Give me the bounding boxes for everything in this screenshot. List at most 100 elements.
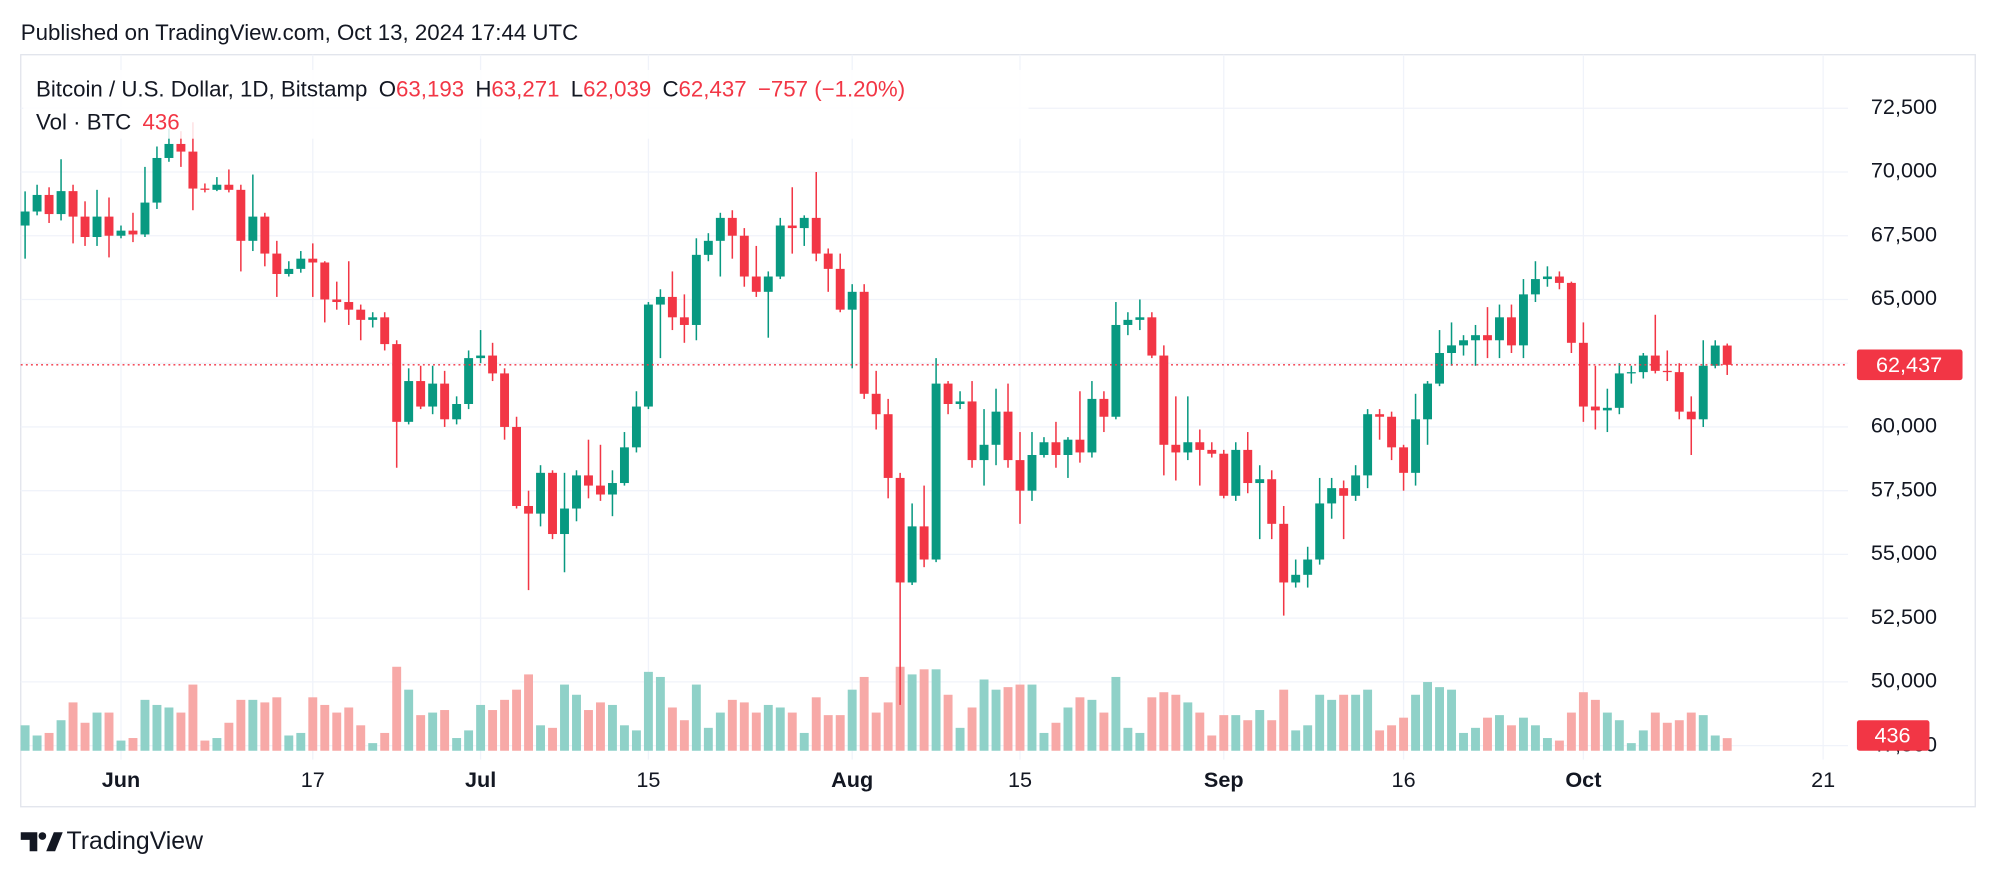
legend-key: L bbox=[571, 76, 583, 101]
candle-body bbox=[452, 404, 462, 420]
volume-bar bbox=[476, 704, 486, 751]
volume-bar bbox=[1063, 707, 1073, 751]
volume-bar bbox=[1542, 738, 1552, 751]
volume-bar bbox=[679, 720, 689, 751]
legend-value: 62,039 bbox=[583, 76, 651, 101]
candle-body bbox=[667, 296, 677, 318]
legend-value: 63,193 bbox=[396, 76, 464, 101]
volume-bar bbox=[212, 738, 222, 751]
volume-bar bbox=[104, 712, 114, 751]
candle-body bbox=[1315, 503, 1325, 560]
volume-bar bbox=[1638, 730, 1648, 751]
volume-bar bbox=[200, 740, 210, 751]
volume-bar bbox=[1363, 689, 1373, 751]
volume-bar bbox=[607, 704, 617, 751]
candle-body bbox=[80, 216, 90, 238]
volume-bar bbox=[1315, 694, 1325, 751]
candle-body bbox=[787, 225, 797, 229]
candle-body bbox=[416, 381, 426, 407]
volume-bar bbox=[1483, 717, 1492, 751]
volume-bar bbox=[1626, 743, 1636, 751]
tradingview-logo bbox=[20, 832, 63, 852]
y-tick-label: 52,500 bbox=[1871, 604, 1937, 629]
volume-bar bbox=[560, 684, 569, 751]
volume-pane bbox=[20, 666, 1732, 751]
volume-bar bbox=[1375, 730, 1385, 751]
candle-body bbox=[596, 485, 605, 495]
volume-bar bbox=[32, 735, 42, 751]
volume-bar bbox=[44, 732, 54, 751]
volume-bar bbox=[1530, 725, 1540, 751]
candle-body bbox=[859, 291, 869, 394]
volume-bar bbox=[224, 722, 234, 751]
legend-value: 62,437 bbox=[679, 76, 747, 101]
volume-bar bbox=[1722, 738, 1732, 751]
candle-body bbox=[1495, 317, 1504, 341]
candle-body bbox=[1614, 373, 1624, 408]
candle-body bbox=[176, 143, 186, 152]
volume-bar bbox=[1279, 689, 1289, 751]
candle-body bbox=[1123, 319, 1133, 325]
candle-body bbox=[1171, 444, 1181, 453]
volume-bar bbox=[452, 738, 462, 751]
candle-body bbox=[1291, 574, 1301, 583]
candle-body bbox=[56, 191, 66, 215]
candle-body bbox=[140, 202, 150, 235]
volume-bar bbox=[488, 710, 498, 751]
volume-bar bbox=[1015, 684, 1025, 751]
candle-body bbox=[1686, 411, 1696, 420]
candle-body bbox=[1267, 479, 1277, 524]
price-badge-label: 62,437 bbox=[1876, 352, 1942, 377]
volume-bar bbox=[1566, 712, 1576, 751]
volume-bar bbox=[979, 679, 989, 751]
volume-bar bbox=[1219, 715, 1229, 751]
volume-bar bbox=[1099, 712, 1109, 751]
volume-bar bbox=[1507, 725, 1516, 751]
volume-bar bbox=[68, 702, 78, 751]
candle-body bbox=[763, 276, 773, 292]
candle-body bbox=[284, 268, 294, 274]
volume-bar bbox=[1075, 697, 1085, 751]
candle-body bbox=[943, 383, 953, 405]
candle-body bbox=[20, 211, 30, 226]
volume-bar bbox=[392, 666, 402, 751]
candle-body bbox=[152, 157, 162, 203]
volume-bar bbox=[727, 699, 737, 751]
volume-bar bbox=[1135, 732, 1145, 751]
volume-bar bbox=[1459, 732, 1468, 751]
volume-bar bbox=[584, 710, 593, 751]
volume-bar bbox=[320, 704, 330, 751]
candle-body bbox=[895, 477, 905, 583]
candle-body bbox=[1051, 442, 1061, 455]
volume-bar bbox=[176, 712, 186, 751]
volume-bar bbox=[763, 704, 773, 751]
volume-bar bbox=[92, 712, 102, 751]
candle-body bbox=[356, 309, 366, 320]
candle-body bbox=[584, 475, 593, 486]
candle-body bbox=[1459, 340, 1468, 346]
candle-body bbox=[751, 276, 761, 292]
candle-body bbox=[1327, 488, 1337, 504]
volume-bar bbox=[236, 699, 246, 751]
candle-body bbox=[967, 401, 977, 461]
volume-bar bbox=[691, 684, 701, 751]
candle-body bbox=[1423, 383, 1433, 420]
candle-body bbox=[536, 472, 545, 514]
candle-body bbox=[128, 230, 138, 235]
volume-bar bbox=[619, 725, 629, 751]
volume-bar bbox=[847, 689, 857, 751]
candle-body bbox=[883, 414, 893, 478]
volume-badge-label: 436 bbox=[1874, 722, 1910, 747]
candle-body bbox=[212, 184, 222, 190]
candle-body bbox=[1087, 398, 1097, 453]
volume-bar bbox=[1111, 676, 1121, 751]
volume-legend: Vol · BTC 436 bbox=[36, 109, 180, 134]
x-tick-label: 17 bbox=[301, 767, 325, 792]
x-tick-label: Sep bbox=[1204, 767, 1244, 792]
x-tick-label: 21 bbox=[1811, 767, 1835, 792]
y-tick-label: 67,500 bbox=[1871, 221, 1937, 246]
volume-bar bbox=[1243, 720, 1253, 751]
volume-bar bbox=[1039, 732, 1049, 751]
volume-bar bbox=[1435, 687, 1444, 751]
